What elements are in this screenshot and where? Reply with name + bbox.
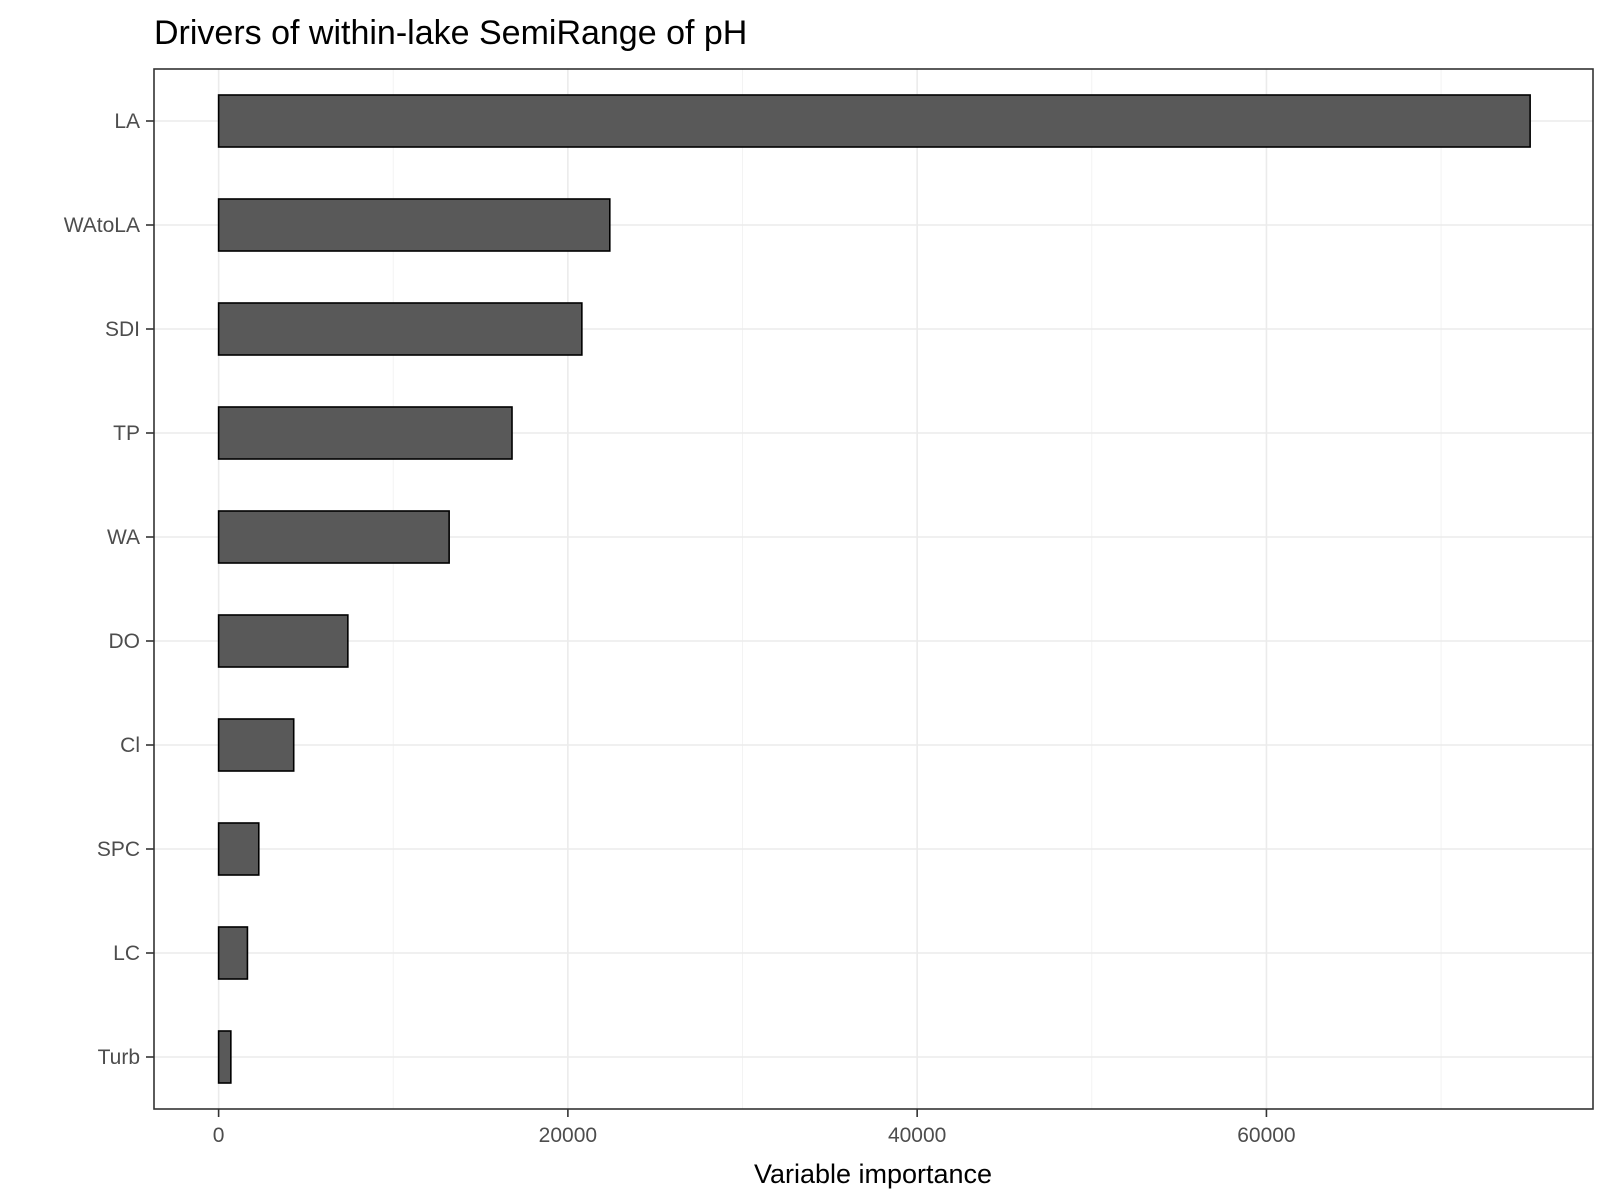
bar-wa [217,510,450,564]
bar-sdi [217,302,583,356]
y-tick-label-sdi: SDI [105,318,140,341]
y-tick-label-do: DO [109,630,141,653]
y-tick-label-watola: WAtoLA [64,214,140,237]
bar-do [217,614,349,668]
bar-lc [217,926,249,980]
y-tick-label-la: LA [114,110,140,133]
bar-la [217,94,1531,148]
bars [217,94,1531,1084]
plot-panel [153,68,1594,1110]
x-axis: 0 20000 40000 60000 [213,1109,1296,1147]
bar-cl [217,718,295,772]
y-tick-label-cl: Cl [120,734,140,757]
bar-tp [217,406,513,460]
y-tick-label-spc: SPC [97,838,140,861]
y-tick-label-tp: TP [113,422,140,445]
x-tick-label: 0 [213,1124,225,1147]
y-tick-label-lc: LC [113,942,140,965]
y-axis: LA WAtoLA SDI TP WA DO Cl SPC LC Turb [64,110,154,1069]
x-tick-label: 40000 [888,1124,946,1147]
y-tick-label-turb: Turb [98,1046,140,1069]
y-tick-label-wa: WA [107,526,140,549]
panel-border [153,68,1594,1110]
bar-spc [217,822,260,876]
x-tick-label: 20000 [539,1124,597,1147]
bar-turb [217,1030,232,1084]
chart-title: Drivers of within-lake SemiRange of pH [154,14,747,52]
x-tick-label: 60000 [1237,1124,1295,1147]
bar-watola [217,198,611,252]
x-axis-title: Variable importance [754,1159,992,1189]
